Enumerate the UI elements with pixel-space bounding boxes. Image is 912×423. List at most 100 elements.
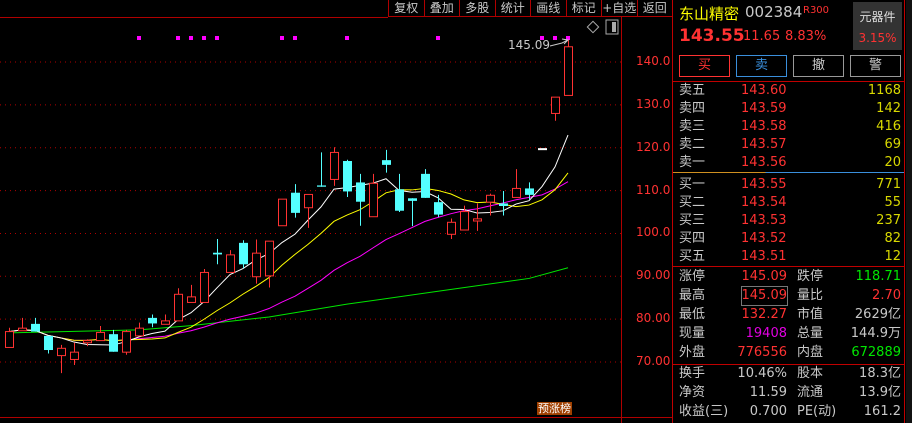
stat-row: 最高 145.09 量比 2.70 [679,286,901,306]
candle-body [447,221,456,235]
candle-body [148,317,157,324]
level-volume: 12 [884,249,901,264]
toolbar-button-2[interactable]: 多股 [459,0,495,16]
cancel-order-button[interactable]: 撤 [793,55,844,77]
level-volume: 69 [884,137,901,152]
level-price: 143.59 [741,101,787,116]
candle-body [369,182,378,218]
level-label: 卖一 [679,155,706,170]
ma20-line [8,181,569,342]
sell-button[interactable]: 卖 [736,55,787,77]
level-volume: 55 [884,195,901,210]
level-price: 143.55 [741,177,787,192]
fundamental-row: 收益(三) 0.700 PE(动) 161.2 [679,403,901,421]
order-book-row[interactable]: 卖五 143.60 1168 [679,82,901,100]
candle-body [538,148,547,151]
toolbar-button-4[interactable]: 画线 [530,0,566,16]
candle-body [421,173,430,198]
stat-label: 最低 [679,307,706,322]
signal-marker [137,36,141,40]
candle-body [213,252,222,255]
panel-toggle-icon-fill [612,22,616,32]
sector-change: 3.15% [858,31,897,45]
candle-body [486,194,495,203]
candle-body [5,331,14,348]
candle-body [96,331,105,342]
candle-body [122,331,131,353]
y-tick-label: 110.0 [636,182,671,197]
candle-body [382,160,391,165]
level-label: 买四 [679,231,706,246]
order-book-row[interactable]: 卖一 143.56 20 [679,154,901,172]
level-volume: 416 [876,119,901,134]
order-book-row[interactable]: 卖四 143.59 142 [679,100,901,118]
stat-value: 0.700 [749,404,787,419]
y-tick-label: 120.0 [636,139,671,154]
candlestick-chart[interactable] [0,0,672,423]
ma5-line [8,134,569,346]
candle-body [265,240,274,277]
stat-value: 2629亿 [854,307,901,322]
stat-label: PE(动) [797,404,837,419]
candle-body [109,334,118,352]
level-label: 买一 [679,177,706,192]
y-tick-label: 140.0 [636,54,671,68]
order-book-row[interactable]: 买四 143.52 82 [679,230,901,248]
toolbar-button-5[interactable]: 标记 [565,0,602,16]
buy-button[interactable]: 买 [679,55,730,77]
toolbar-button-7[interactable]: 返回 [636,0,673,16]
stat-value: 2.70 [872,288,901,303]
sector-box[interactable]: 元器件 3.15% [853,2,902,50]
candle-body [343,161,352,192]
toolbar-button-6[interactable]: +自选 [601,0,637,16]
signal-marker [176,36,180,40]
side-strip [906,0,912,423]
signal-marker [540,36,544,40]
stat-label: 内盘 [797,345,824,360]
order-book-row[interactable]: 买三 143.53 237 [679,212,901,230]
toolbar-button-0[interactable]: 复权 [388,0,424,16]
signal-marker [293,36,297,40]
order-book-row[interactable]: 买五 143.51 12 [679,248,901,266]
candle-body [278,198,287,227]
level-label: 卖二 [679,137,706,152]
fundamental-row: 换手 10.46% 股本 18.3亿 [679,365,901,383]
candle-body [525,188,534,195]
toolbar-button-1[interactable]: 叠加 [423,0,460,16]
stat-value: 144.9万 [850,326,901,341]
alert-button[interactable]: 警 [850,55,901,77]
level-price: 143.54 [741,195,787,210]
stock-name: 东山精密 [679,5,740,23]
stat-label: 跌停 [797,269,824,284]
candle-body [174,293,183,322]
candle-body [70,351,79,360]
candle-body [31,323,40,332]
toolbar-button-3[interactable]: 统计 [494,0,531,16]
divider [673,81,904,82]
pre-rise-list-badge[interactable]: 预涨榜 [537,402,572,415]
level-volume: 1168 [867,83,901,98]
candle-body [317,185,326,187]
order-book-row[interactable]: 卖二 143.57 69 [679,136,901,154]
order-book-row[interactable]: 买一 143.55 771 [679,176,901,194]
stat-value: 776556 [737,345,787,360]
stat-label: 净资 [679,385,706,400]
candle-body [135,327,144,337]
level-price: 143.51 [741,249,787,264]
candle-body [460,211,469,231]
panel-toggle-icon[interactable] [605,19,619,35]
high-price-label: 145.09 [508,38,550,52]
signal-marker [202,36,206,40]
candle-body [564,46,573,96]
level-label: 买二 [679,195,706,210]
last-price: 143.55 [679,26,745,46]
stat-value: 145.09 [741,269,788,284]
candle-body [57,347,66,357]
stat-label: 流通 [797,385,824,400]
stat-label: 总量 [797,326,824,341]
order-book-row[interactable]: 卖三 143.58 416 [679,118,901,136]
stat-value: 13.9亿 [859,385,901,400]
y-tick-label: 80.00 [636,311,671,326]
order-book-row[interactable]: 买二 143.54 55 [679,194,901,212]
price-change-percent: 8.83% [785,29,827,44]
